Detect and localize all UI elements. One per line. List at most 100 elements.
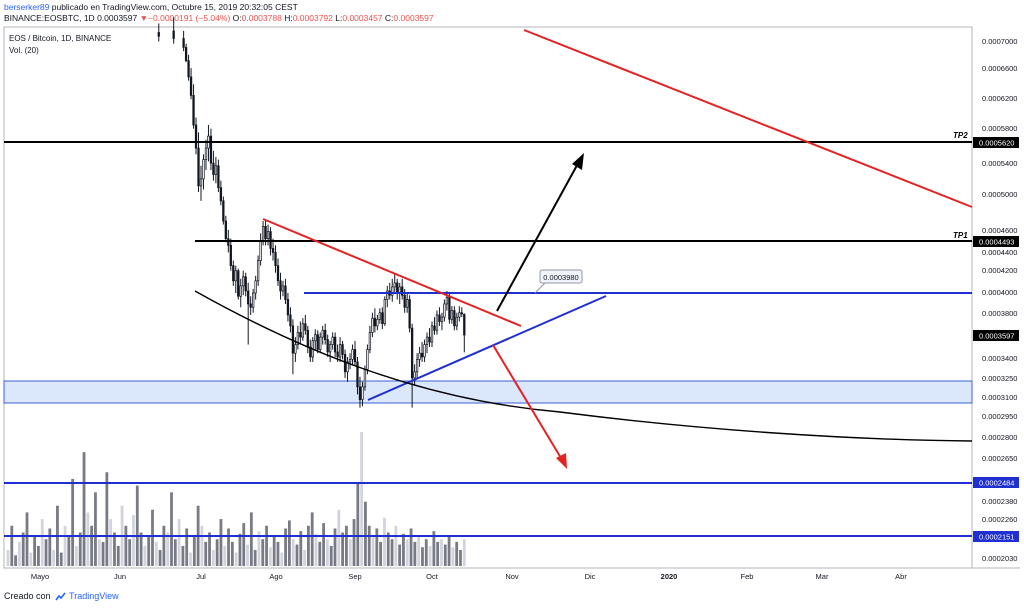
candle-body <box>321 329 324 338</box>
price-tick: 0.0003250 <box>982 374 1017 383</box>
candle-body <box>418 352 421 360</box>
volume-bar <box>329 545 333 566</box>
volume-bar <box>417 536 421 566</box>
volume-bar <box>432 531 436 566</box>
candle-body <box>463 313 466 336</box>
candle-body <box>336 351 339 358</box>
volume-bar <box>253 549 257 566</box>
volume-bar <box>128 539 132 566</box>
ohlc-open-label: O: <box>232 13 242 23</box>
candle-body <box>281 285 285 292</box>
symbol-ohlc-line: BINANCE:EOSBTC, 1D 0.0003597 ▼−0.0000191… <box>4 13 434 23</box>
tradingview-logo-icon <box>55 592 66 601</box>
volume-bar <box>310 512 314 566</box>
volume-bar <box>78 532 82 566</box>
candle-body <box>256 260 260 282</box>
callout-pointer <box>534 282 546 294</box>
candle-body <box>458 312 461 318</box>
candle-body <box>396 282 399 294</box>
volume-bar <box>356 482 360 566</box>
candle-body <box>351 349 354 360</box>
author-link[interactable]: berserker89 <box>4 2 50 12</box>
price-tick: 0.0002030 <box>982 554 1017 563</box>
volume-bar <box>219 519 223 566</box>
support-zone[interactable] <box>3 380 973 404</box>
volume-bar <box>257 531 261 566</box>
volume-bar <box>447 536 451 566</box>
published-text: publicado en TradingView.com, Octubre 15… <box>51 2 298 12</box>
candle-body <box>209 135 213 164</box>
volume-bar <box>204 541 208 566</box>
volume-bar <box>21 532 25 566</box>
volume-bar <box>173 539 177 566</box>
volume-bar <box>113 532 116 566</box>
volume-bar <box>352 519 356 566</box>
candle-body <box>326 339 329 353</box>
candle-body <box>358 386 362 401</box>
candle-body <box>371 317 374 333</box>
candle-body <box>261 225 265 241</box>
candle-body <box>324 329 327 340</box>
created-with-text: Creado con <box>4 591 51 601</box>
price-axis[interactable]: 0.0007000 0.0006600 0.0006200 0.0005800 … <box>982 37 1017 563</box>
level-badge-2 <box>973 531 1019 542</box>
price-chart[interactable]: 0.0003980 TP2 TP1 0.0007000 0.0006600 0.… <box>0 0 1024 590</box>
candle-body <box>237 270 240 297</box>
volume-bar <box>154 541 158 566</box>
volume-bar <box>284 528 287 566</box>
price-tick: 0.0006600 <box>982 64 1017 73</box>
time-tick: Abr <box>895 572 907 581</box>
volume-bar <box>52 549 56 566</box>
volume-bar <box>265 525 268 566</box>
candle-body <box>254 280 257 294</box>
price-callout-box[interactable] <box>539 269 583 284</box>
support-curve[interactable] <box>194 290 973 442</box>
last-price-text: 0.0003597 <box>979 332 1014 341</box>
volume-bar <box>303 549 306 566</box>
long-downtrend-line[interactable] <box>523 29 973 208</box>
candle-body <box>247 290 250 305</box>
volume-bar <box>390 539 394 566</box>
volume-bar <box>333 528 337 566</box>
volume-bar <box>375 528 379 566</box>
candle-body <box>333 336 337 353</box>
ohlc-close-value: 0.0003597 <box>393 13 434 23</box>
candle-body <box>274 252 277 266</box>
price-callout-text: 0.0003980 <box>543 273 578 282</box>
candle-body <box>425 336 429 345</box>
wedge-upper-line[interactable] <box>262 218 522 327</box>
time-tick: Jun <box>114 572 126 581</box>
candle-body <box>214 165 218 175</box>
candle-body <box>306 329 309 348</box>
price-tick: 0.0005000 <box>982 190 1017 199</box>
volume-bar <box>287 520 291 566</box>
candle-body <box>244 276 247 292</box>
candle-body <box>440 316 444 322</box>
volume-bar <box>116 545 120 566</box>
candle-body <box>338 344 342 358</box>
volume-bar <box>360 432 364 566</box>
volume-bar <box>135 485 139 566</box>
volume-bar <box>143 545 147 566</box>
time-axis[interactable]: Mayo Jun Jul Ago Sep Oct Nov Dic 2020 Fe… <box>31 572 908 581</box>
price-tick: 0.0003400 <box>982 354 1017 363</box>
volume-bar <box>44 539 48 566</box>
tradingview-link[interactable]: TradingView <box>69 591 119 601</box>
candle-body <box>341 344 344 355</box>
pair-legend: EOS / Bitcoin, 1D, BINANCE <box>9 34 111 43</box>
candle-body <box>445 297 449 305</box>
volume-bar <box>230 541 234 566</box>
candle-body <box>239 285 242 297</box>
candle-body <box>252 292 255 308</box>
bearish-arrow[interactable] <box>492 344 565 464</box>
last-price-badge <box>973 330 1019 341</box>
candle-body <box>450 310 454 320</box>
volume-bar <box>455 541 459 566</box>
volume-bar <box>249 512 253 566</box>
bullish-arrow[interactable] <box>496 157 582 312</box>
volume-bar <box>421 547 424 566</box>
volume-bar <box>394 525 398 566</box>
volume-bar <box>25 512 29 566</box>
tp2-price-text: 0.0005620 <box>979 139 1014 148</box>
candle-body <box>314 334 317 342</box>
